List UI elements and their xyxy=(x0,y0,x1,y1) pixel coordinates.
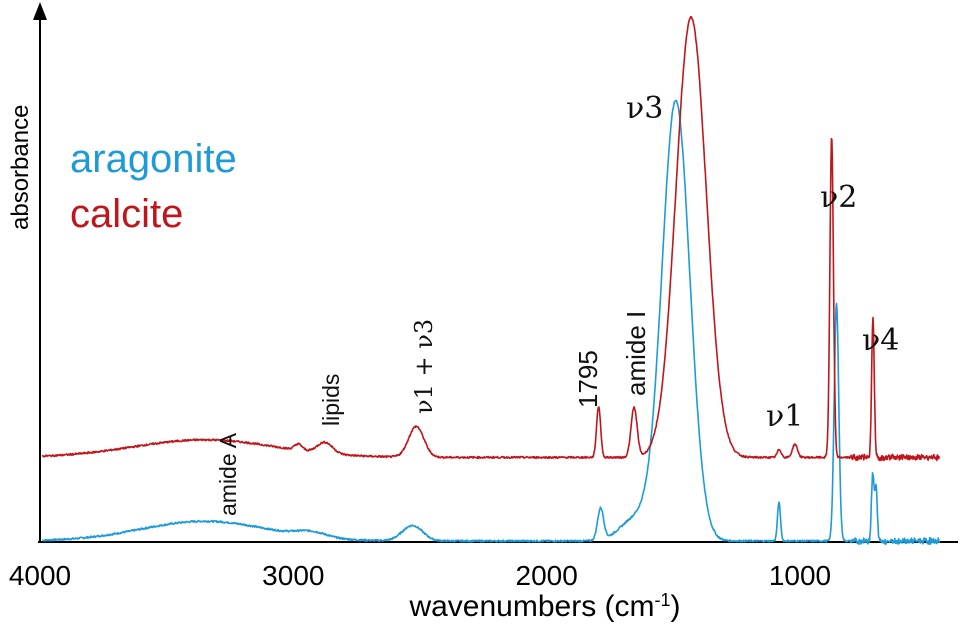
series-line-aragonite xyxy=(42,99,941,546)
y-axis-label: absorbance xyxy=(7,105,34,230)
annotation-lipids: lipids xyxy=(318,374,344,426)
x-tick-labels: 4000 3000 2000 1000 xyxy=(9,560,831,591)
x-axis-label-superscript: -1 xyxy=(655,590,671,610)
annotation-nu2: ν2 xyxy=(820,180,857,215)
annotation-nu4: ν4 xyxy=(862,323,899,358)
series-layer xyxy=(41,16,941,546)
x-axis-label: wavenumbers (cm-1) xyxy=(408,590,680,623)
x-axis-label-main: wavenumbers (cm xyxy=(408,590,654,623)
annotation-1795: 1795 xyxy=(573,350,603,408)
x-axis-label-close: ) xyxy=(671,590,681,623)
annotation-layer: amide A lipids ν1 + ν3 1795 amide I ν3 ν… xyxy=(215,91,899,516)
annotation-amide-a: amide A xyxy=(215,432,241,516)
x-tick-label-4000: 4000 xyxy=(9,560,71,591)
legend-calcite: calcite xyxy=(70,192,183,236)
annotation-nu1-nu3: ν1 + ν3 xyxy=(410,319,438,414)
annotation-amide-i: amide I xyxy=(621,311,651,396)
x-tick-label-3000: 3000 xyxy=(262,560,324,591)
x-tick-label-1000: 1000 xyxy=(769,560,831,591)
legend-aragonite: aragonite xyxy=(70,137,237,181)
annotation-nu1: ν1 xyxy=(766,399,803,434)
annotation-nu3: ν3 xyxy=(626,91,663,126)
x-tick-label-2000: 2000 xyxy=(516,560,578,591)
y-axis-arrow xyxy=(33,2,47,20)
series-line-calcite xyxy=(41,16,941,462)
